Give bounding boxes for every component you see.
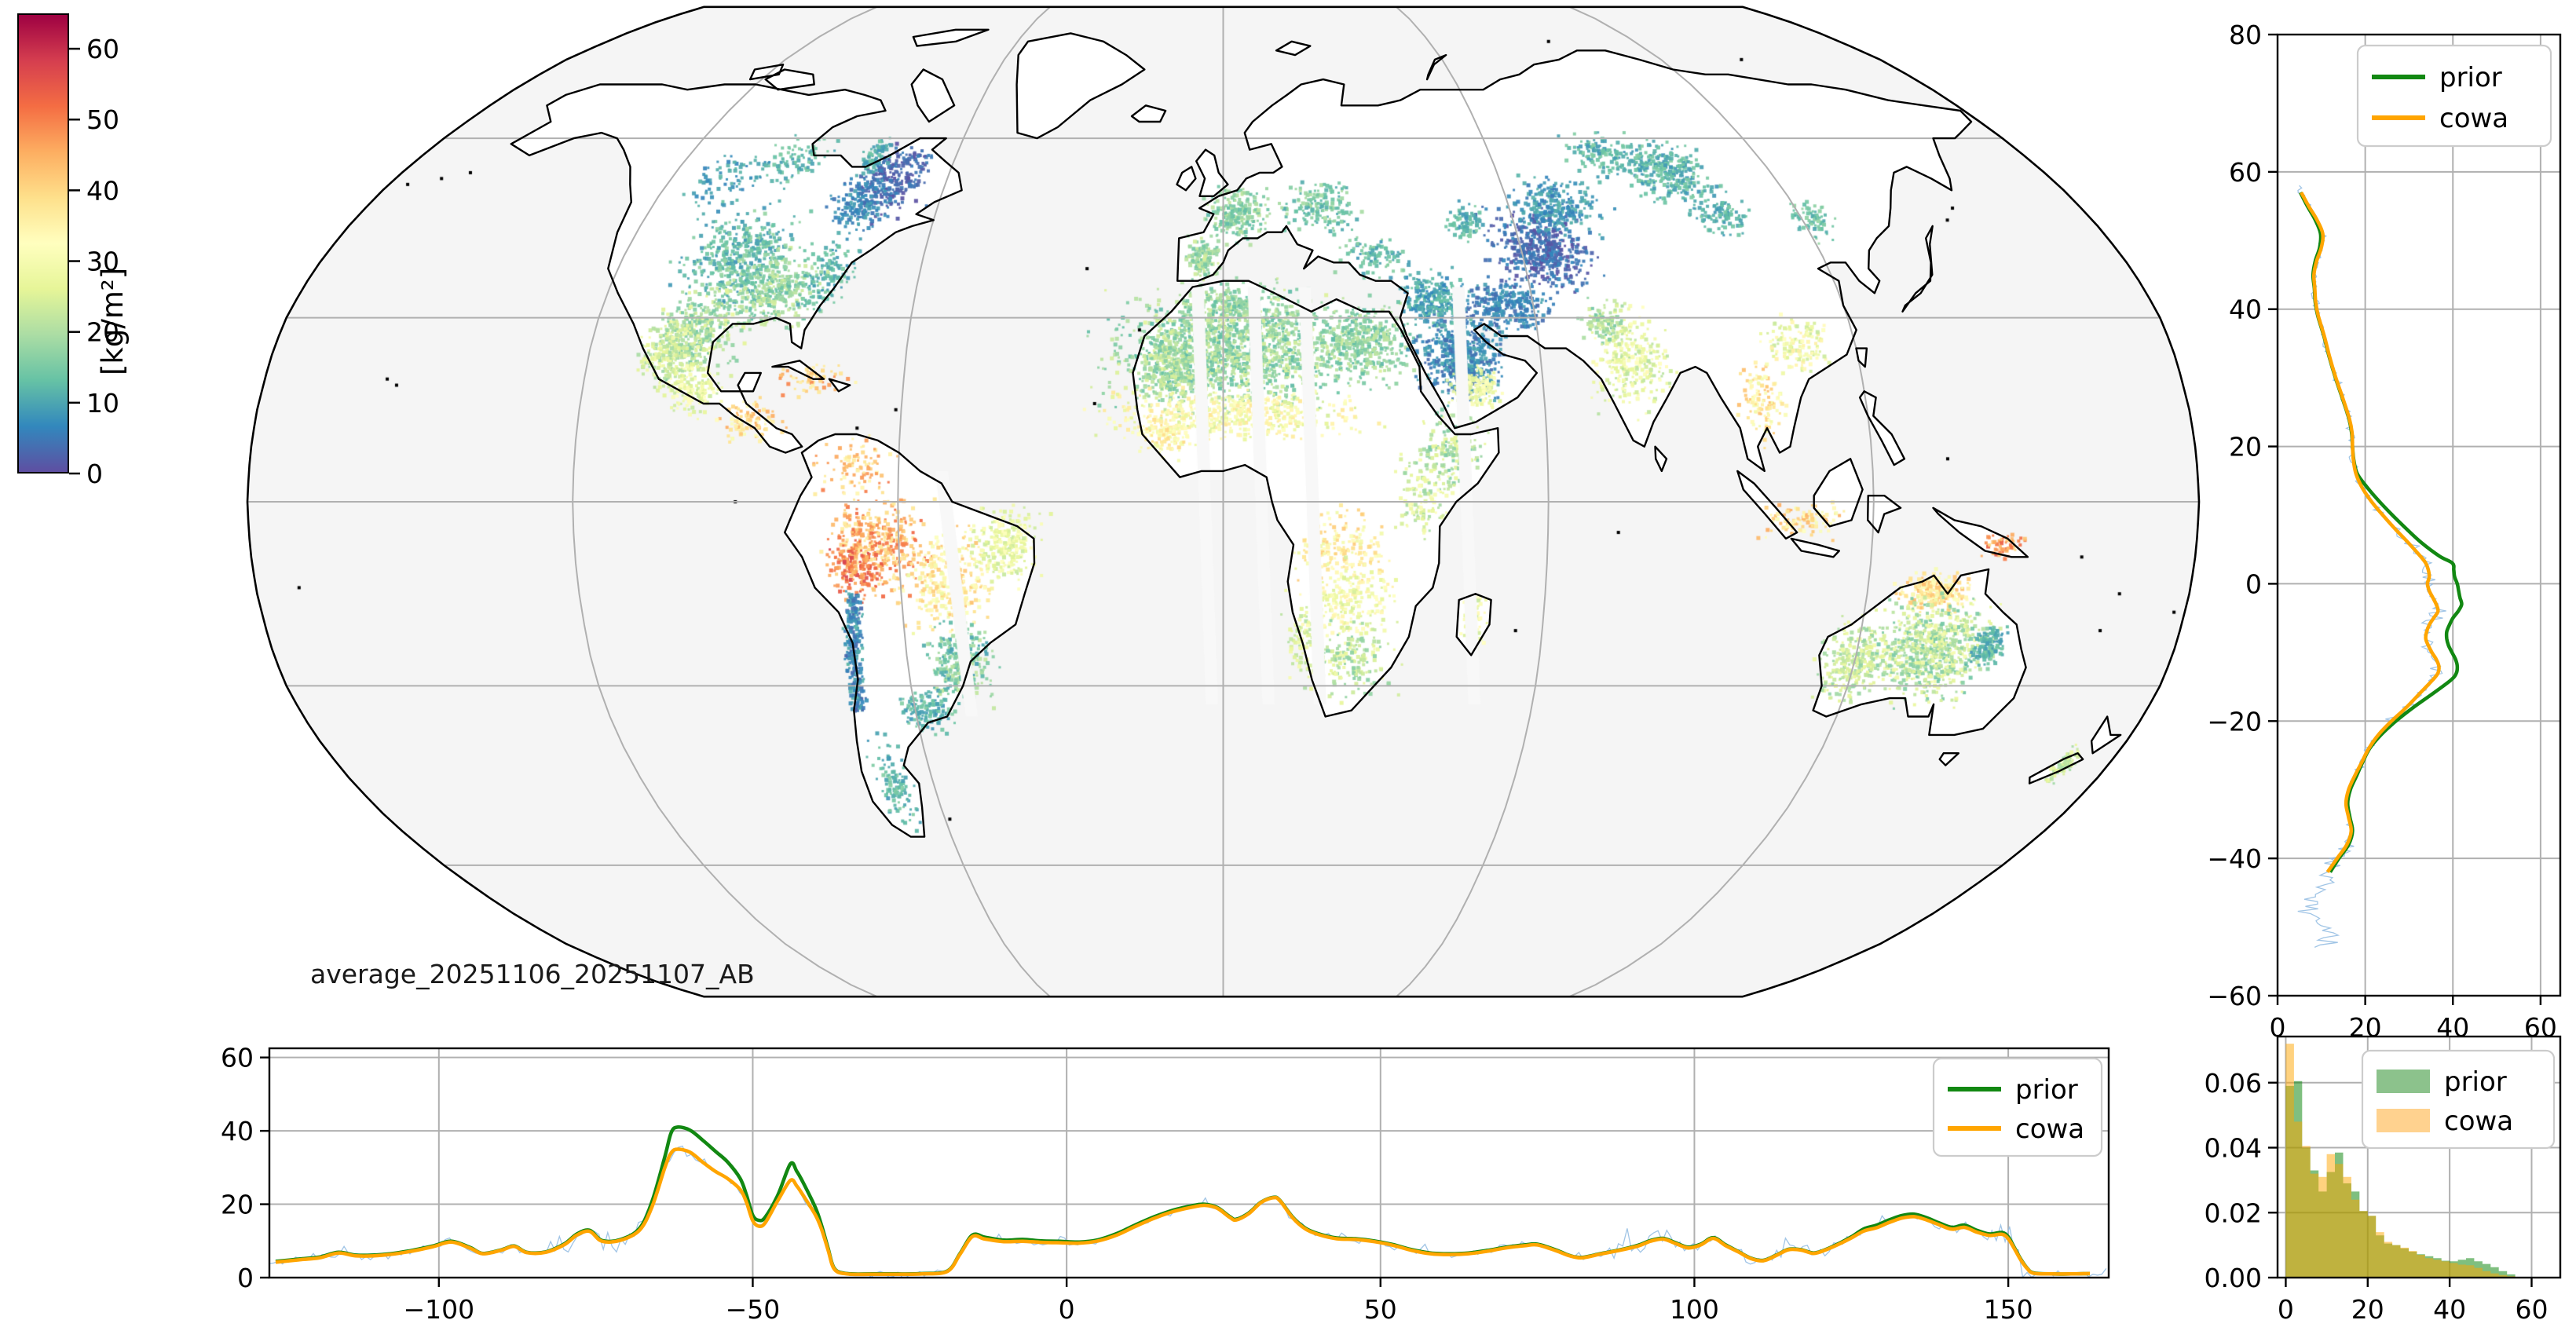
y-tick-label: −40 [2207, 843, 2262, 874]
x-tick-label: 150 [1984, 1294, 2033, 1325]
raw-series-line [2297, 185, 2446, 948]
x-tick-label: 40 [2433, 1294, 2466, 1325]
x-tick-label: 0 [2278, 1294, 2294, 1325]
legend-label: cowa [2015, 1113, 2084, 1145]
colorbar [17, 13, 69, 474]
world-map-raster [247, 6, 2200, 997]
legend-label: prior [2444, 1066, 2507, 1098]
legend-label: cowa [2439, 103, 2508, 134]
y-tick-label: 20 [221, 1190, 254, 1220]
y-tick-label: 0.02 [2205, 1198, 2262, 1228]
legend-label: prior [2439, 62, 2502, 93]
y-tick-label: 0 [2245, 569, 2262, 599]
y-tick-label: 80 [2229, 20, 2262, 50]
legend: prior cowa [2356, 44, 2552, 148]
x-tick-label: 0 [2270, 1012, 2286, 1043]
legend-frame [2361, 1049, 2556, 1150]
y-tick-label: 0 [237, 1263, 254, 1293]
x-tick-label: 60 [2515, 1294, 2548, 1325]
x-tick-label: 40 [2436, 1012, 2469, 1043]
legend-frame [2356, 44, 2552, 148]
latitude-profile-panel: 0 20 40 60 −60 −40 −20 0 20 40 60 80 prior cowa [2207, 20, 2562, 1043]
prior-series-line [275, 1125, 2091, 1276]
longitude-profile-panel: −100 −50 0 50 100 150 0 20 40 60 prior cowa [221, 1043, 2110, 1325]
y-tick-label: 20 [2229, 432, 2262, 463]
colorbar-tick-label: 40 [86, 175, 119, 206]
colorbar-tick-label: 60 [86, 34, 119, 64]
cowa-histogram [2285, 1044, 2516, 1278]
y-tick-label: −20 [2207, 706, 2262, 737]
axes-spines [268, 1047, 2110, 1279]
x-tick-label: 20 [2349, 1012, 2382, 1043]
legend-label: cowa [2444, 1106, 2513, 1137]
cowa-legend-patch [2377, 1109, 2430, 1132]
histogram-panel: 0 20 40 60 0.00 0.02 0.04 0.06 prior cowa [2205, 1035, 2562, 1325]
x-tick-label: −100 [403, 1294, 474, 1325]
x-tick-label: 20 [2351, 1294, 2384, 1325]
colorbar-label: [kg/m²] [96, 267, 130, 375]
y-tick-label: 60 [221, 1043, 254, 1073]
axes-spines [2276, 33, 2562, 997]
y-tick-label: 0.04 [2205, 1133, 2262, 1164]
x-tick-label: 0 [1059, 1294, 1075, 1325]
cowa-series-line [2300, 192, 2441, 873]
legend-label: prior [2015, 1074, 2078, 1106]
prior-series-line [2299, 192, 2464, 873]
prior-histogram [2285, 1081, 2516, 1278]
y-tick-label: 0.06 [2205, 1068, 2262, 1099]
legend: prior cowa [1932, 1057, 2103, 1157]
raw-series-line [269, 1145, 2107, 1278]
y-tick-label: 60 [2229, 157, 2262, 188]
axes-spines [2276, 1035, 2562, 1279]
y-tick-label: −60 [2207, 981, 2262, 1011]
colorbar-tick-label: 10 [86, 388, 119, 419]
y-tick-label: 40 [2229, 294, 2262, 325]
y-tick-label: 0.00 [2205, 1263, 2262, 1293]
legend: prior cowa [2361, 1049, 2556, 1150]
colorbar-tick-label: 0 [86, 459, 103, 489]
legend-frame [1932, 1057, 2103, 1157]
x-tick-label: 50 [1364, 1294, 1397, 1325]
x-tick-label: 100 [1670, 1294, 1719, 1325]
x-tick-label: −50 [726, 1294, 781, 1325]
prior-legend-patch [2377, 1070, 2430, 1093]
colorbar-tick-label: 50 [86, 104, 119, 135]
x-tick-label: 60 [2524, 1012, 2557, 1043]
cowa-series-line [275, 1147, 2091, 1277]
y-tick-label: 40 [221, 1116, 254, 1146]
